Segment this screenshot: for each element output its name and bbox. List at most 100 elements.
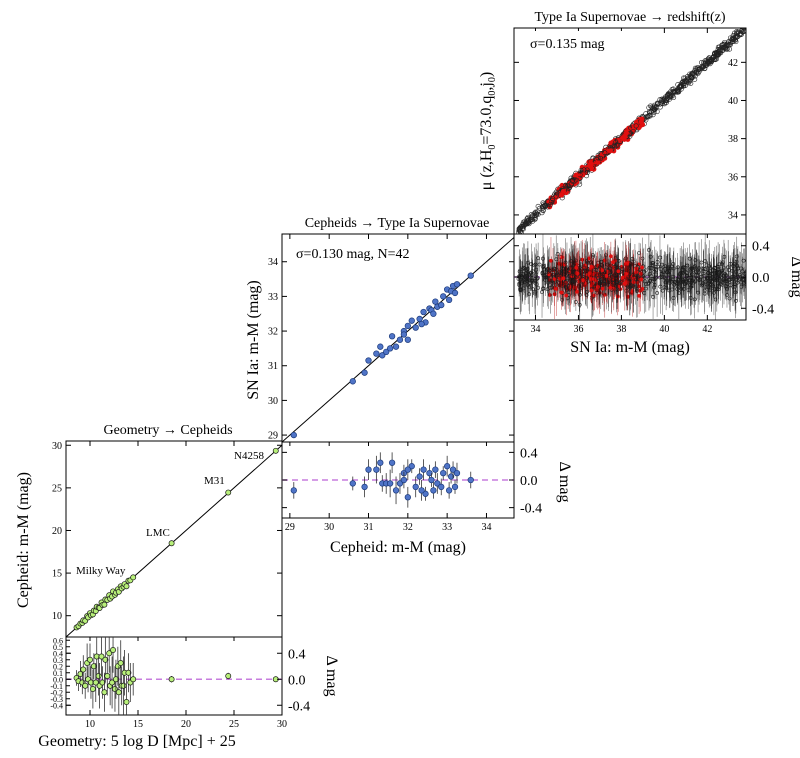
cepheid-point-33 <box>418 320 425 328</box>
geometry-residual-point-5 <box>82 682 89 689</box>
supernova-residual-point <box>735 280 740 285</box>
supernova-residual-point <box>697 270 701 274</box>
supernova-residual-point <box>714 287 719 291</box>
cepheid-residual-point-14 <box>412 483 419 491</box>
supernova-residual-point <box>573 300 578 304</box>
geometry-residual-point-21 <box>106 650 113 657</box>
supernova-residual-point <box>660 270 665 275</box>
supernova-residual-point <box>611 260 615 265</box>
supernova-residual-point <box>720 281 725 285</box>
supernova-residual-point <box>563 260 568 265</box>
cepheid-point-6 <box>383 348 390 356</box>
supernova-residual-point <box>620 275 625 280</box>
ylabel-supernova-part4: ) <box>478 72 495 77</box>
supernova-point <box>598 155 604 161</box>
plot-area-geometry <box>66 444 282 637</box>
supernova-residual-point <box>722 254 727 259</box>
supernova-residual-point <box>728 277 733 282</box>
supernova-point <box>647 110 653 116</box>
annotation-bg-supernova <box>520 31 630 53</box>
supernova-point <box>542 203 548 209</box>
supernova-point <box>611 142 617 148</box>
axes-geometry: 10 15 20 25 301015202530-0.4-0.3-0.2-0.10.00… <box>50 441 310 730</box>
supernova-point <box>701 64 707 70</box>
geometry-residual-point-28 <box>115 689 122 696</box>
cepheid-point-29 <box>453 281 461 288</box>
supernova-residual-point <box>519 287 524 292</box>
supernova-residual-point <box>704 285 709 290</box>
supernova-point <box>612 140 618 146</box>
supernova-residual-point <box>655 291 659 295</box>
residual-frame-geometry <box>65 636 283 716</box>
supernova-point <box>638 119 644 125</box>
cepheid-residual-point-9 <box>392 487 400 494</box>
supernova-residual-point <box>600 286 605 291</box>
cepheid-residual-point-4 <box>377 459 384 466</box>
supernova-residual-point <box>739 284 744 289</box>
cepheid-residual-point-25 <box>445 487 453 494</box>
supernova-point <box>687 73 693 79</box>
cepheid-residual-point-31 <box>373 466 380 473</box>
supernova-point <box>621 136 627 142</box>
residual-ylabel-cepheid: Δ mag <box>556 462 573 503</box>
supernova-residual-point <box>741 258 746 263</box>
geometry-point-38 <box>225 489 232 496</box>
supernova-residual-point <box>600 277 605 281</box>
supernova-residual-point <box>671 276 676 281</box>
geometry-residual-point-4 <box>80 666 87 673</box>
supernova-xtick-label: 36 <box>573 324 583 335</box>
geometry-ytick-label: 15 <box>52 569 62 580</box>
supernova-point <box>644 114 650 120</box>
supernova-point <box>633 123 639 129</box>
geometry-residual-point-33 <box>123 699 130 705</box>
cepheid-residual-point-13 <box>408 463 415 470</box>
supernova-point <box>584 167 590 173</box>
geometry-residual-point-37 <box>168 676 175 683</box>
plot-area-supernova <box>516 28 746 234</box>
supernova-residual-point <box>537 262 542 267</box>
supernova-point <box>588 161 594 167</box>
supernova-residual-point <box>631 280 636 284</box>
supernova-xtick-label: 38 <box>616 324 626 335</box>
supernova-point <box>719 42 725 48</box>
cepheid-point-20 <box>432 298 439 305</box>
annotation-m31: M31 <box>204 475 225 487</box>
supernova-residual-point <box>525 268 529 273</box>
cepheid-point-13 <box>408 317 415 324</box>
geometry-residual-point-18 <box>101 689 108 696</box>
supernova-point <box>725 41 731 47</box>
supernova-residual-point <box>613 264 618 269</box>
supernova-residual-point <box>533 276 538 281</box>
supernova-residual-point <box>708 288 713 293</box>
supernova-point <box>715 52 721 58</box>
supernova-residual-point <box>652 264 657 269</box>
cepheid-point-3 <box>365 357 372 364</box>
supernova-point <box>742 28 745 29</box>
supernova-residual-point <box>585 273 590 277</box>
supernova-residual-point <box>554 267 559 272</box>
geometry-rtick-left-label: -0.4 <box>50 701 63 710</box>
supernova-ytick-label: 42 <box>728 58 738 69</box>
supernova-point <box>578 167 584 173</box>
supernova-residual-point <box>639 277 644 282</box>
cepheid-residual-point-35 <box>430 487 437 494</box>
supernova-point <box>518 229 524 234</box>
supernova-residual-point <box>637 294 641 298</box>
xlabel-supernova: SN Ia: m-M (mag) <box>570 339 690 356</box>
supernova-residual-point <box>598 279 603 284</box>
supernova-residual-point <box>577 302 582 307</box>
supernova-residual-point <box>560 297 565 302</box>
supernova-residual-point <box>667 265 671 270</box>
geometry-residual-point-34 <box>125 669 132 676</box>
cepheid-residual-point-3 <box>365 466 372 473</box>
supernova-point <box>660 99 666 105</box>
cepheid-residual-point-32 <box>404 466 411 473</box>
supernova-residual-point <box>701 274 706 278</box>
cepheid-point-28 <box>451 289 459 297</box>
geometry-xtick-label: 10 <box>85 719 95 730</box>
supernova-point <box>526 219 532 225</box>
supernova-residual-point <box>529 278 534 283</box>
residual-area-supernova <box>514 234 746 320</box>
supernova-residual-point <box>566 283 571 288</box>
